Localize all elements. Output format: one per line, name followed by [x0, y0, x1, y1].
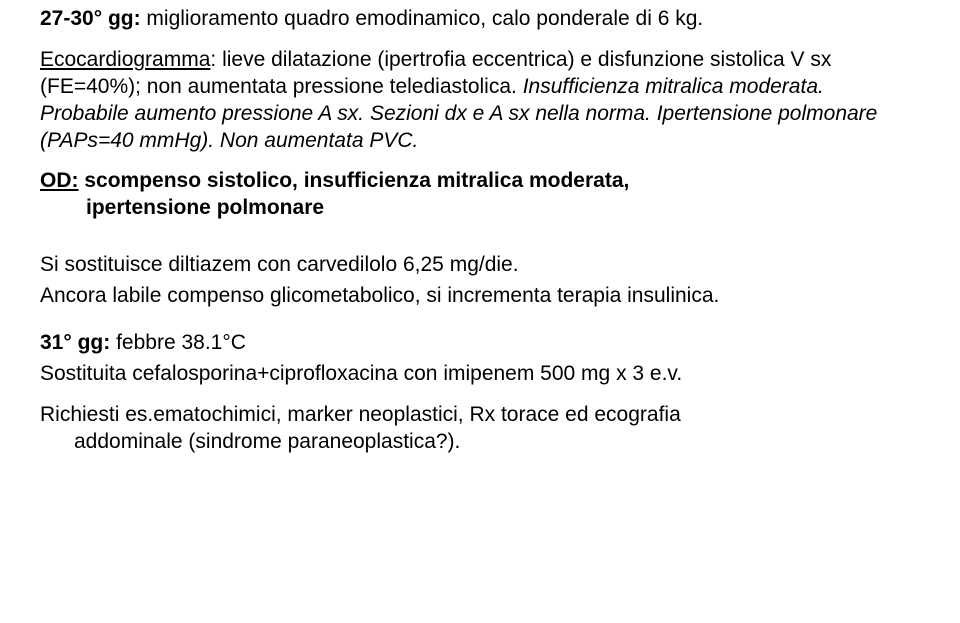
- paragraph-3: OD: scompenso sistolico, insufficienza m…: [40, 168, 912, 222]
- paragraph-7: Sostituita cefalosporina+ciprofloxacina …: [40, 361, 912, 388]
- text-run-1: miglioramento quadro emodinamico, calo p…: [141, 7, 704, 30]
- bold-run-3b: ipertensione polmonare: [86, 196, 324, 219]
- paragraph-1: 27-30° gg: miglioramento quadro emodinam…: [40, 6, 912, 33]
- text-run-7: Sostituita cefalosporina+ciprofloxacina …: [40, 362, 682, 385]
- paragraph-2: Ecocardiogramma: lieve dilatazione (iper…: [40, 47, 912, 155]
- text-run-8a: Richiesti es.ematochimici, marker neopla…: [40, 403, 681, 426]
- paragraph-4: Si sostituisce diltiazem con carvedilolo…: [40, 252, 912, 279]
- paragraph-5: Ancora labile compenso glicometabolico, …: [40, 283, 912, 310]
- text-run-6: febbre 38.1°C: [110, 331, 246, 354]
- text-run-5: Ancora labile compenso glicometabolico, …: [40, 284, 719, 307]
- bold-lead-1: 27-30° gg:: [40, 7, 141, 30]
- underline-run-1: Ecocardiogramma: [40, 48, 210, 71]
- paragraph-6: 31° gg: febbre 38.1°C: [40, 330, 912, 357]
- document-page: 27-30° gg: miglioramento quadro emodinam…: [0, 0, 960, 455]
- text-run-8b: addominale (sindrome paraneoplastica?).: [40, 429, 460, 456]
- text-run-4: Si sostituisce diltiazem con carvedilolo…: [40, 253, 519, 276]
- paragraph-8: Richiesti es.ematochimici, marker neopla…: [40, 402, 912, 456]
- bold-underline-run-1: OD:: [40, 169, 79, 192]
- bold-lead-6: 31° gg:: [40, 331, 110, 354]
- bold-run-3a: scompenso sistolico, insufficienza mitra…: [79, 169, 630, 192]
